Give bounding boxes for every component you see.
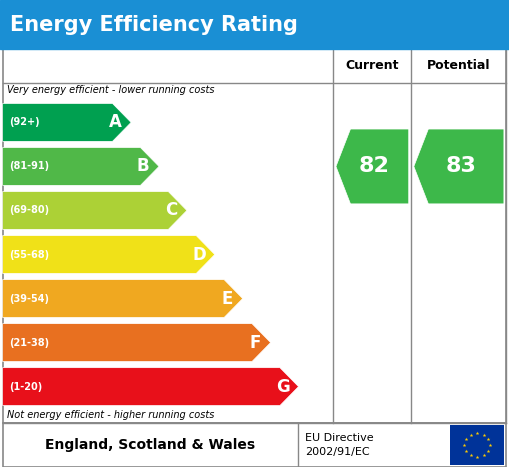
Text: (92+): (92+) xyxy=(9,117,39,127)
Bar xyxy=(450,425,504,465)
Text: G: G xyxy=(276,378,290,396)
Bar xyxy=(0,0,509,49)
Bar xyxy=(3,49,506,423)
Polygon shape xyxy=(414,129,504,204)
Polygon shape xyxy=(3,148,159,185)
Text: Potential: Potential xyxy=(427,59,491,72)
Text: F: F xyxy=(249,333,261,352)
Text: (39-54): (39-54) xyxy=(9,294,49,304)
Text: B: B xyxy=(137,157,150,176)
Text: (1-20): (1-20) xyxy=(9,382,42,392)
Polygon shape xyxy=(3,280,243,318)
Text: (69-80): (69-80) xyxy=(9,205,49,215)
Text: D: D xyxy=(192,246,206,263)
Bar xyxy=(3,423,506,467)
Text: England, Scotland & Wales: England, Scotland & Wales xyxy=(45,438,255,452)
Text: (81-91): (81-91) xyxy=(9,162,49,171)
Polygon shape xyxy=(336,129,409,204)
Polygon shape xyxy=(3,104,131,142)
Text: (55-68): (55-68) xyxy=(9,249,49,260)
Polygon shape xyxy=(3,324,271,361)
Polygon shape xyxy=(3,191,187,229)
Text: 82: 82 xyxy=(359,156,390,177)
Text: 83: 83 xyxy=(445,156,476,177)
Text: C: C xyxy=(165,201,177,219)
Text: Not energy efficient - higher running costs: Not energy efficient - higher running co… xyxy=(7,410,214,420)
Polygon shape xyxy=(3,368,299,405)
Text: (21-38): (21-38) xyxy=(9,338,49,347)
Polygon shape xyxy=(3,235,215,274)
Text: A: A xyxy=(109,113,122,131)
Text: E: E xyxy=(221,290,233,308)
Text: Very energy efficient - lower running costs: Very energy efficient - lower running co… xyxy=(7,85,214,95)
Text: 2002/91/EC: 2002/91/EC xyxy=(305,447,370,457)
Text: Energy Efficiency Rating: Energy Efficiency Rating xyxy=(10,14,298,35)
Text: EU Directive: EU Directive xyxy=(305,433,374,443)
Text: Current: Current xyxy=(346,59,399,72)
